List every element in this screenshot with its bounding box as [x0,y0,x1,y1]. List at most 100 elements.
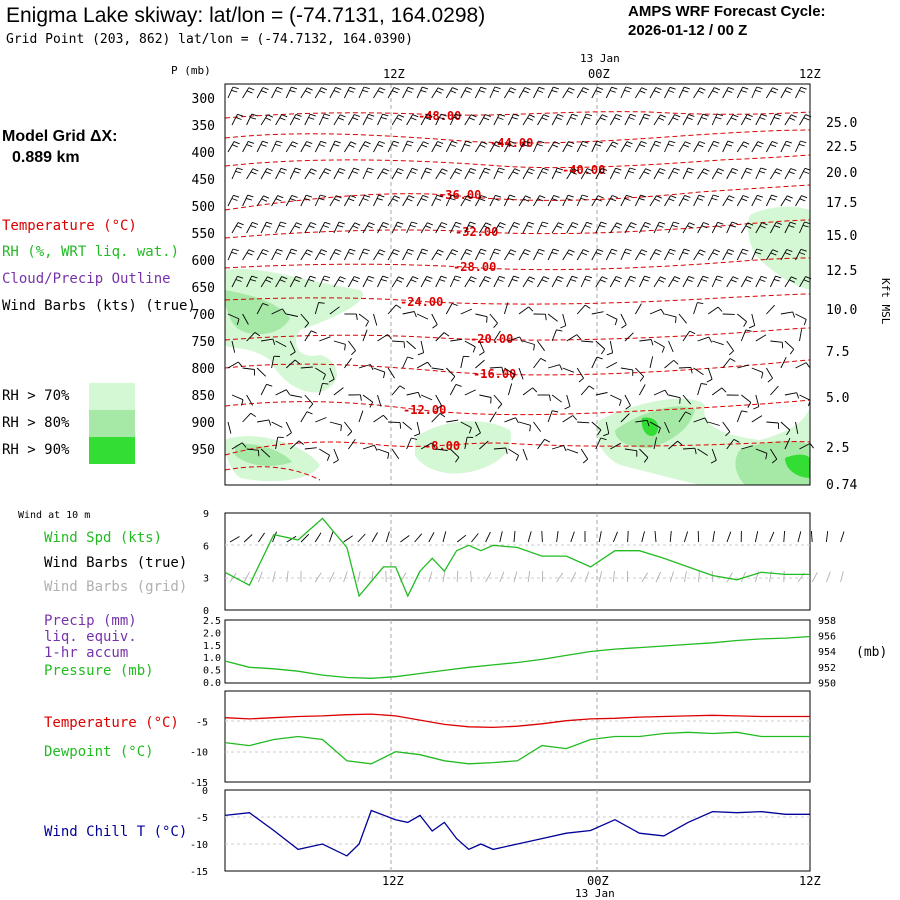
wind-barb [420,442,436,450]
surface-barb-true [612,531,618,543]
pressure-tick-label: 550 [192,227,215,242]
wind-barb [242,367,256,376]
surface-barb-grid [428,571,433,583]
surface-barb-grid [499,571,505,583]
wind-barb [693,367,704,376]
wind-barb [504,249,517,261]
wind-barb [256,367,267,377]
surface-barb-true [669,531,672,543]
isotherm-40 [224,154,811,169]
isotherm-label: -36.00 [438,188,481,202]
wind-barb [508,336,523,343]
wind-barb [591,421,602,436]
wind-speed-line [224,517,810,598]
page-title: Enigma Lake skiway: lat/lon = (-74.7131,… [6,4,486,27]
wind-barb [668,340,674,353]
legend-rh: RH (%, WRT liq. wat.) [2,244,180,260]
wind-barb [795,248,807,261]
pressure-unit-label: (mb) [856,645,887,660]
wind-barb [547,248,560,261]
wind-barb [391,221,404,234]
wind-barb [678,194,691,207]
wind-barb [304,275,316,288]
wind-barb [799,221,811,234]
wind-barb [638,113,651,126]
wind-barb [304,447,317,450]
upper-panel-frame [224,83,811,486]
wind-barb [697,336,713,343]
wind-barb [377,275,389,288]
wind-barb [562,367,575,373]
wind-barb [707,194,720,207]
wind-barb [387,304,402,315]
wind-barb [416,86,429,99]
wind-barb [653,389,669,396]
wind-chill-line [224,809,810,857]
precip-tick-label: 2.0 [203,628,221,639]
wind-barb [416,313,429,320]
wind-barb [668,221,680,234]
wind-barb [464,340,476,353]
wind-barb [533,86,545,99]
wind-barb [726,167,739,180]
wind-barb [551,394,562,403]
wind-barb [624,448,638,457]
wind-barb [300,87,313,99]
surface-barb-true [683,531,689,543]
wind-barb [581,340,594,343]
dewpoint-line [224,731,810,765]
pressure-ticks: 300 350 400 450 500 550 600 650 700 750 800 850 900 9… [192,92,215,458]
wind-barb [475,313,488,323]
precip-tick-label: 1.5 [203,641,221,652]
wind-barb [635,303,642,315]
height-tick-label: 17.5 [826,196,857,211]
wind-barb [406,340,416,350]
wind-barb [348,114,360,126]
surface-barb-true [570,531,575,543]
wind-barb [780,140,793,153]
wind-barb [358,410,364,423]
surface-barb-grid [314,572,322,583]
wind-barb [328,367,335,383]
wind-chill-tick-label: 0 [202,786,208,797]
wind-barb [711,275,724,288]
wind-barb [289,440,304,450]
wind-barb [333,167,346,180]
wind-barb [624,275,637,288]
isotherms [224,111,811,481]
wind-barb [562,415,578,423]
wind-barb [289,113,302,126]
wind-barb [285,248,298,261]
wind-barb [522,221,535,234]
wind-barb [751,141,764,153]
surface-barb-true [400,535,410,543]
wind-barb [755,334,767,342]
wind-barb [522,114,535,126]
wind-barb [257,419,272,426]
isotherm-label: -16.00 [473,367,516,381]
cycle-value: 2026-01-12 / 00 Z [628,22,748,39]
wind-barb [740,167,753,180]
top-date-label: 13 Jan [580,52,620,65]
wind-barb [609,276,622,288]
wind-barb [653,221,666,234]
wind-barbs-true-label: Wind Barbs (true) [44,555,188,571]
surface-barb-grid [470,570,472,583]
surface-barb-true [527,531,532,543]
surface-barb-grid [711,570,714,583]
pressure-tick-label: 450 [192,173,215,188]
wind-barb [256,249,269,261]
wind-barb [348,276,360,288]
wind-barb [741,445,753,450]
surface-barb-true [328,531,334,543]
wind-barb [780,87,793,99]
wind-barb [533,248,545,261]
wind-barb [474,86,487,99]
wind-barb [522,168,535,180]
wind-barb [289,167,302,180]
pressure-tick-label: 950 [192,443,215,458]
surface-barb-true [712,531,715,543]
wind-barb [246,332,261,342]
surface-barb-grid [811,572,818,583]
wind-barb [518,249,531,261]
